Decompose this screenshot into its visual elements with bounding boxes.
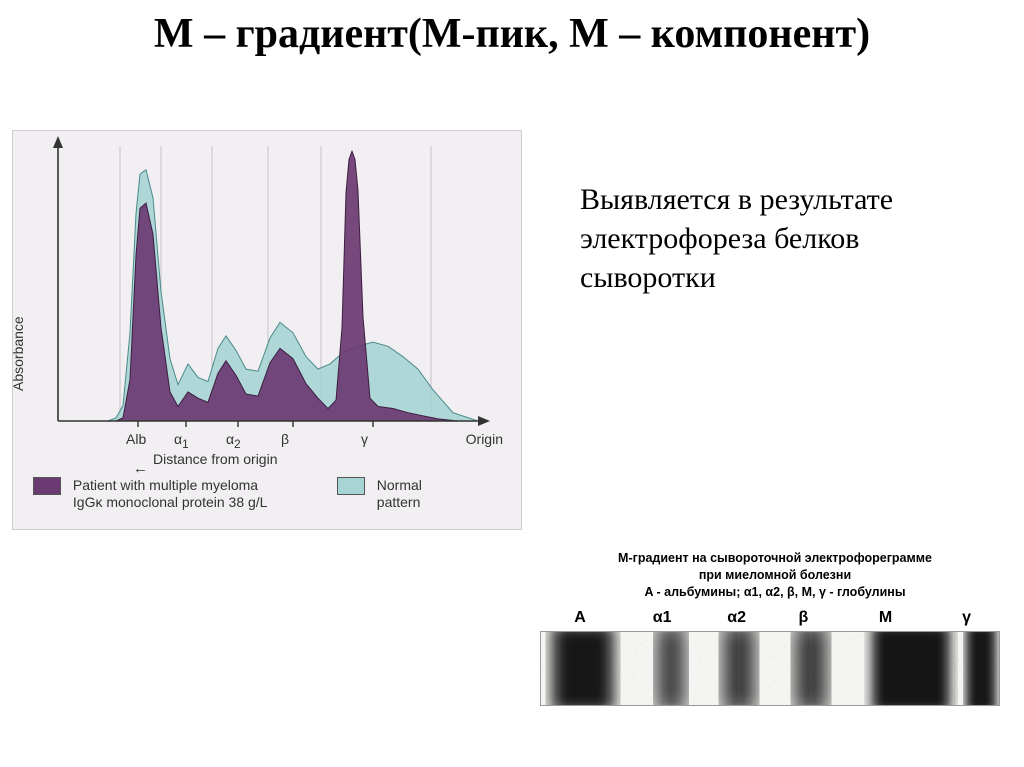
chart-legend: Patient with multiple myelomaIgGκ monocl…	[33, 477, 501, 511]
chart-svg	[13, 131, 523, 431]
chart-origin-label: Origin	[466, 431, 503, 447]
gel-band-label: α2	[704, 609, 769, 627]
slide-root: М – градиент(М-пик, М – компонент) Absor…	[0, 0, 1024, 767]
chart-ylabel: Absorbance	[10, 316, 26, 391]
gel-band-label: β	[769, 609, 838, 627]
legend-swatch-patient	[33, 477, 61, 495]
gel-figure: M-градиент на сывороточной электрофорегр…	[540, 550, 1010, 706]
chart-tick-label: β	[281, 431, 289, 447]
gel-band-label: M	[838, 609, 933, 627]
gel-strip	[540, 631, 1000, 706]
legend-patient: Patient with multiple myelomaIgGκ monocl…	[33, 477, 333, 511]
gel-band-labels: Aα1α2βMγ	[540, 609, 1000, 627]
gel-band-label: A	[540, 609, 620, 627]
chart-tick-label: Alb	[126, 431, 146, 447]
left-arrow-icon: ←	[133, 460, 148, 477]
gel-caption: M-градиент на сывороточной электрофорегр…	[540, 550, 1010, 601]
legend-normal: Normalpattern	[337, 477, 477, 511]
gel-band-label: α1	[620, 609, 704, 627]
chart-tick-label: γ	[361, 431, 368, 447]
chart-tick-label: α1	[174, 431, 189, 451]
gel-band-label: γ	[933, 609, 1000, 627]
page-title: М – градиент(М-пик, М – компонент)	[0, 10, 1024, 58]
gel-svg	[541, 632, 999, 705]
legend-text-normal: Normalpattern	[377, 477, 422, 511]
legend-text-patient: Patient with multiple myelomaIgGκ monocl…	[73, 477, 268, 511]
electrophoresis-chart: Absorbance Alb α1 α2 β γ Origin ← Distance f…	[12, 130, 522, 530]
chart-tick-label: α2	[226, 431, 241, 451]
chart-xlabel: Distance from origin	[153, 451, 278, 467]
legend-swatch-normal	[337, 477, 365, 495]
description-text: Выявляется в результате электрофореза бе…	[580, 180, 980, 297]
